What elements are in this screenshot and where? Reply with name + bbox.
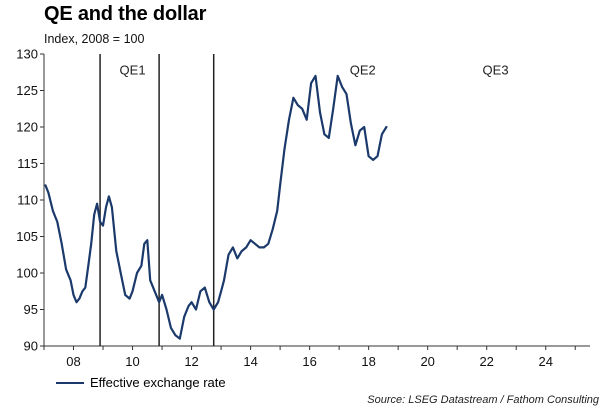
y-tick-label: 95 (24, 302, 38, 317)
qe-label: QE1 (120, 63, 146, 78)
x-tick-label: 14 (243, 354, 257, 369)
x-tick-label: 18 (361, 354, 375, 369)
chart-subtitle: Index, 2008 = 100 (44, 32, 145, 46)
legend-label: Effective exchange rate (90, 375, 226, 390)
source-note: Source: LSEG Datastream / Fathom Consult… (367, 394, 599, 406)
series-line (44, 74, 388, 340)
y-tick-label: 115 (17, 156, 38, 171)
y-tick-label: 105 (16, 229, 38, 244)
x-tick-label: 08 (66, 354, 80, 369)
x-tick-label: 12 (184, 354, 198, 369)
y-tick-label: 130 (16, 47, 38, 62)
y-tick-label: 120 (16, 120, 38, 135)
y-tick-label: 100 (16, 266, 38, 281)
legend: Effective exchange rate (56, 375, 226, 390)
x-tick-label: 10 (125, 354, 139, 369)
qe-label: QE2 (350, 63, 376, 78)
x-tick-label: 22 (479, 354, 493, 369)
qe-label: QE3 (483, 63, 509, 78)
chart-title: QE and the dollar (44, 3, 207, 25)
x-tick-label: 24 (538, 354, 552, 369)
y-tick-label: 125 (16, 83, 38, 98)
x-tick-label: 16 (302, 354, 316, 369)
x-tick-label: 20 (420, 354, 434, 369)
y-tick-label: 90 (24, 339, 38, 354)
legend-swatch (56, 381, 84, 384)
y-tick-label: 110 (17, 193, 38, 208)
